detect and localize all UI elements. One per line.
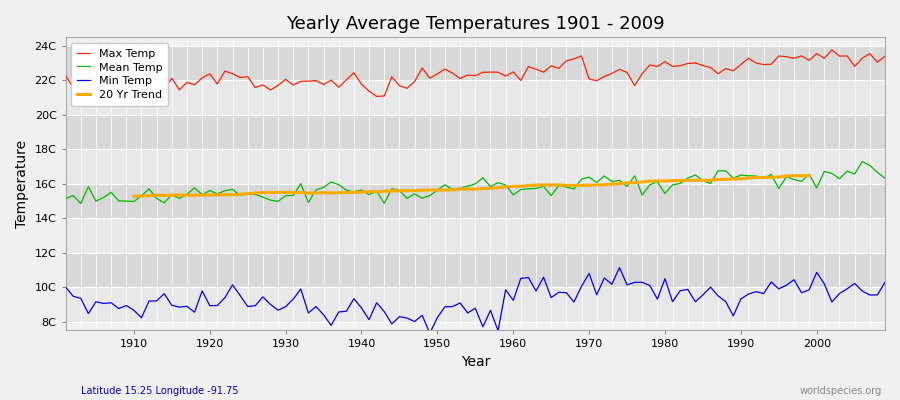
Bar xyxy=(66,80,885,115)
Min Temp xyxy=(60,284,71,289)
Mean Temp xyxy=(76,201,86,206)
Title: Yearly Average Temperatures 1901 - 2009: Yearly Average Temperatures 1901 - 2009 xyxy=(286,15,664,33)
20 Yr Trend xyxy=(690,178,701,182)
Line: Min Temp: Min Temp xyxy=(66,268,885,333)
20 Yr Trend xyxy=(788,173,799,178)
Bar xyxy=(66,287,885,322)
Min Temp xyxy=(425,331,436,336)
Bar xyxy=(66,218,885,253)
20 Yr Trend xyxy=(129,194,140,199)
Min Temp xyxy=(516,276,526,281)
Text: worldspecies.org: worldspecies.org xyxy=(800,386,882,396)
Min Temp xyxy=(288,297,299,302)
Max Temp xyxy=(508,70,518,74)
X-axis label: Year: Year xyxy=(461,355,490,369)
Mean Temp xyxy=(341,188,352,192)
Min Temp xyxy=(607,282,617,287)
Max Temp xyxy=(516,78,526,83)
Line: Max Temp: Max Temp xyxy=(66,50,885,100)
Max Temp xyxy=(144,98,155,102)
Min Temp xyxy=(121,303,131,308)
Max Temp xyxy=(341,78,352,82)
Line: 20 Yr Trend: 20 Yr Trend xyxy=(134,176,809,196)
Mean Temp xyxy=(129,199,140,204)
Bar xyxy=(66,253,885,287)
Bar xyxy=(66,184,885,218)
20 Yr Trend xyxy=(333,190,344,195)
Line: Mean Temp: Mean Temp xyxy=(66,162,885,204)
20 Yr Trend xyxy=(705,178,716,183)
Max Temp xyxy=(60,74,71,78)
Bar xyxy=(66,149,885,184)
20 Yr Trend xyxy=(220,192,230,197)
Min Temp xyxy=(614,265,625,270)
Mean Temp xyxy=(60,196,71,201)
Max Temp xyxy=(826,48,837,52)
Y-axis label: Temperature: Temperature xyxy=(15,140,29,228)
20 Yr Trend xyxy=(598,182,609,187)
Min Temp xyxy=(333,310,344,314)
Mean Temp xyxy=(295,181,306,186)
20 Yr Trend xyxy=(773,175,784,180)
Text: Latitude 15.25 Longitude -91.75: Latitude 15.25 Longitude -91.75 xyxy=(81,386,239,396)
Bar xyxy=(66,115,885,149)
Max Temp xyxy=(121,80,131,85)
Mean Temp xyxy=(508,192,518,197)
Min Temp xyxy=(879,280,890,285)
Mean Temp xyxy=(857,159,868,164)
Mean Temp xyxy=(879,176,890,181)
Max Temp xyxy=(295,79,306,84)
Bar xyxy=(66,46,885,80)
Mean Temp xyxy=(516,187,526,192)
20 Yr Trend xyxy=(804,173,814,178)
Max Temp xyxy=(607,71,617,76)
Min Temp xyxy=(508,298,518,303)
Mean Temp xyxy=(607,179,617,184)
Legend: Max Temp, Mean Temp, Min Temp, 20 Yr Trend: Max Temp, Mean Temp, Min Temp, 20 Yr Tre… xyxy=(71,43,168,106)
Max Temp xyxy=(879,54,890,58)
